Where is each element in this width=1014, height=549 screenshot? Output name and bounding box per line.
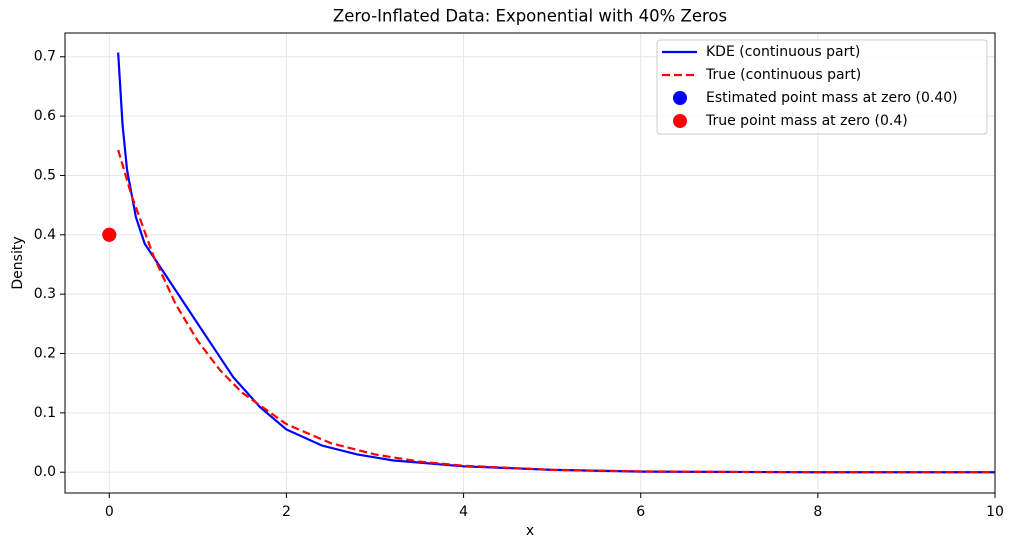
- line-series: [117, 52, 995, 474]
- x-tick-label: 4: [459, 504, 468, 520]
- chart-title: Zero-Inflated Data: Exponential with 40%…: [333, 7, 727, 26]
- line-series: [117, 149, 995, 474]
- y-tick-label: 0.0: [34, 464, 56, 480]
- x-axis-label: x: [526, 523, 534, 539]
- legend-label: Estimated point mass at zero (0.40): [706, 90, 958, 106]
- legend-label: True point mass at zero (0.4): [705, 113, 908, 129]
- legend-box: [656, 39, 988, 135]
- point: [102, 227, 117, 242]
- legend-marker: [673, 91, 687, 105]
- x-tick-label: 2: [282, 504, 291, 520]
- y-tick-label: 0.1: [34, 405, 56, 421]
- x-tick-label: 0: [105, 504, 114, 520]
- y-tick-label: 0.7: [34, 49, 56, 65]
- y-tick-label: 0.3: [34, 286, 56, 302]
- legend-label: True (continuous part): [705, 67, 861, 83]
- y-tick-label: 0.2: [34, 346, 56, 362]
- x-tick-label: 8: [813, 504, 822, 520]
- y-axis-label: Density: [10, 236, 26, 289]
- legend-marker: [673, 114, 687, 128]
- legend-label: KDE (continuous part): [706, 44, 860, 60]
- marks: [102, 52, 995, 474]
- x-tick-label: 10: [986, 504, 1004, 520]
- y-tick-label: 0.5: [34, 167, 56, 183]
- y-tick-label: 0.4: [34, 227, 56, 243]
- x-tick-label: 6: [636, 504, 645, 520]
- y-tick-label: 0.6: [34, 108, 56, 124]
- axes-frame: [64, 32, 996, 494]
